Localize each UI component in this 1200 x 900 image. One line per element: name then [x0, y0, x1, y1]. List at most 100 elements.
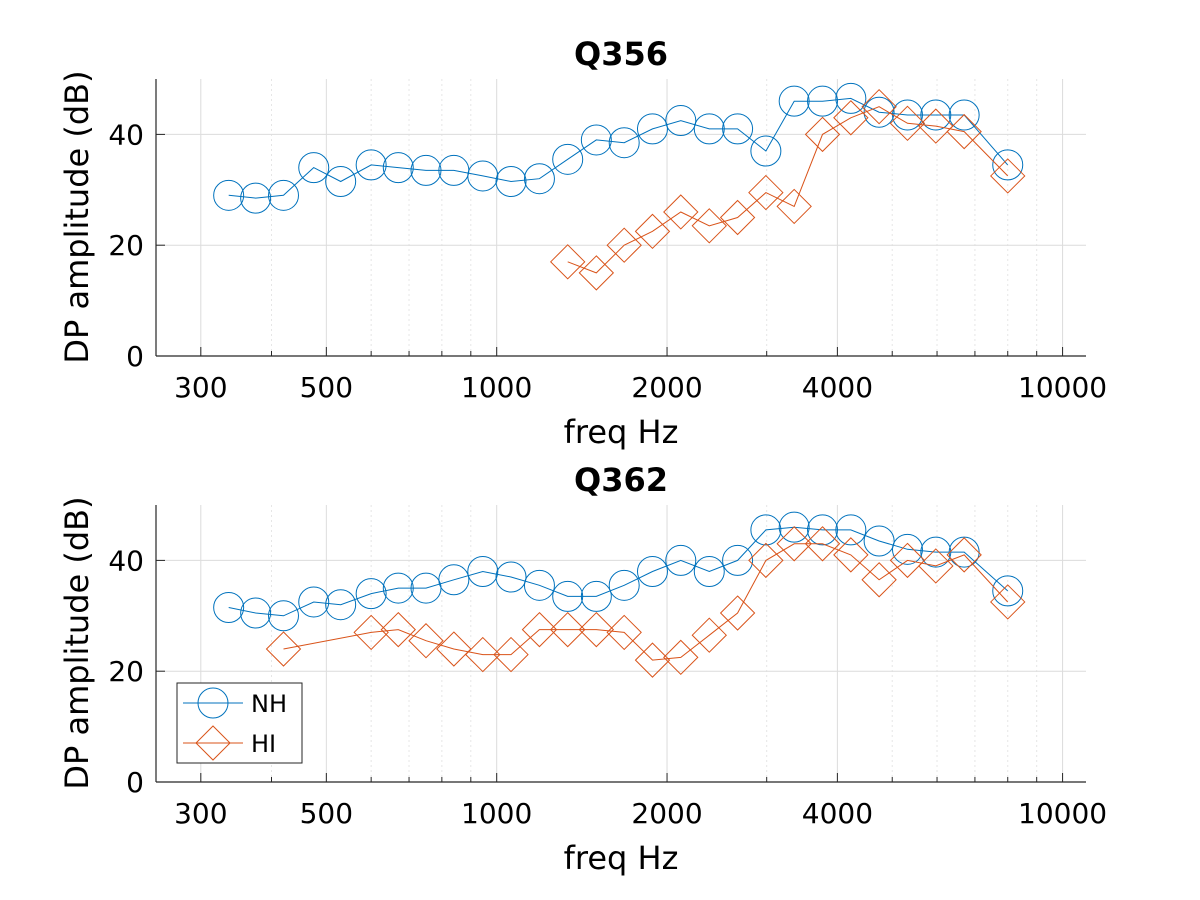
- data-point-nh: [608, 569, 640, 601]
- series-line: [283, 543, 1009, 661]
- data-point-hi: [380, 611, 416, 648]
- data-point-nh: [835, 514, 867, 546]
- data-point-hi: [990, 584, 1026, 620]
- data-point-hi: [578, 255, 615, 291]
- legend-marker-nh: [197, 687, 229, 719]
- data-point-hi: [776, 188, 812, 225]
- data-point-hi: [691, 208, 727, 244]
- data-point-hi: [748, 174, 784, 211]
- data-point-nh: [807, 85, 839, 117]
- data-point-nh: [325, 165, 357, 197]
- data-point-hi: [918, 108, 954, 144]
- legend-box: [176, 682, 303, 764]
- data-point-nh: [382, 572, 414, 604]
- data-point-nh: [410, 154, 442, 186]
- y-tick-label: 0: [126, 340, 144, 373]
- x-tick-label: 10000: [1018, 797, 1107, 830]
- data-point-hi: [833, 537, 869, 573]
- legend: NH HI: [176, 682, 303, 764]
- data-point-nh: [467, 555, 499, 587]
- data-point-hi: [861, 88, 897, 125]
- data-point-hi: [265, 631, 302, 667]
- x-tick-label: 2000: [631, 371, 702, 404]
- data-point-hi: [634, 213, 671, 250]
- data-point-hi: [719, 595, 756, 631]
- data-point-nh: [552, 143, 584, 175]
- data-point-hi: [804, 116, 841, 153]
- series-hi: [265, 526, 1026, 678]
- data-point-hi: [889, 542, 926, 579]
- y-tick-label: 0: [126, 766, 144, 799]
- x-axis-label: freq Hz: [564, 413, 679, 451]
- legend-label: NH: [251, 690, 287, 718]
- data-point-nh: [835, 82, 867, 114]
- series-line: [228, 97, 1009, 199]
- data-point-nh: [467, 160, 499, 192]
- data-point-nh: [382, 152, 414, 184]
- chart-title: Q356: [574, 35, 668, 73]
- data-point-hi: [691, 617, 727, 653]
- data-point-nh: [693, 113, 725, 145]
- data-point-hi: [748, 542, 784, 579]
- data-point-hi: [833, 100, 869, 136]
- data-point-nh: [992, 575, 1024, 607]
- data-point-nh: [948, 99, 980, 131]
- data-point-nh: [213, 179, 245, 211]
- data-point-nh: [580, 124, 612, 156]
- data-point-nh: [523, 163, 555, 195]
- data-point-nh: [298, 586, 330, 618]
- data-point-nh: [580, 580, 612, 612]
- data-point-hi: [353, 614, 389, 651]
- data-point-nh: [495, 561, 527, 593]
- x-tick-label: 300: [174, 797, 227, 830]
- data-point-hi: [663, 194, 699, 230]
- data-point-nh: [240, 597, 272, 629]
- x-tick-label: 4000: [802, 797, 873, 830]
- y-tick-label: 40: [108, 544, 144, 577]
- data-point-nh: [355, 578, 387, 610]
- data-point-nh: [240, 182, 272, 214]
- data-point-nh: [665, 544, 697, 576]
- y-axis-label: DP amplitude (dB): [58, 70, 96, 363]
- chart-title: Q362: [574, 461, 668, 499]
- data-point-nh: [992, 149, 1024, 181]
- data-point-nh: [863, 525, 895, 557]
- legend-label: HI: [251, 730, 276, 758]
- data-point-nh: [636, 113, 668, 145]
- axes: [155, 79, 1086, 357]
- data-point-nh: [948, 536, 980, 568]
- y-tick-label: 20: [108, 655, 144, 688]
- series-hi: [549, 88, 1026, 291]
- data-point-nh: [495, 165, 527, 197]
- plot-area: [156, 79, 1086, 356]
- x-tick-label: 1000: [461, 797, 532, 830]
- x-tick-label: 2000: [631, 797, 702, 830]
- data-point-hi: [990, 158, 1026, 194]
- data-point-nh: [213, 591, 245, 623]
- chart-q362: Q362 freq Hz DP amplitude (dB) 300 500 100…: [58, 461, 1107, 877]
- data-point-hi: [663, 639, 699, 676]
- data-point-nh: [438, 564, 470, 596]
- data-point-hi: [861, 562, 897, 598]
- data-point-nh: [891, 533, 923, 565]
- data-point-nh: [750, 514, 782, 546]
- x-tick-label: 500: [300, 371, 353, 404]
- data-point-hi: [918, 548, 954, 584]
- data-point-nh: [552, 580, 584, 612]
- x-tick-label: 500: [300, 797, 353, 830]
- x-tick-label: 4000: [802, 371, 873, 404]
- x-tick-label: 10000: [1018, 371, 1107, 404]
- data-point-hi: [521, 611, 558, 648]
- data-point-nh: [636, 555, 668, 587]
- data-point-nh: [920, 99, 952, 131]
- y-tick-label: 40: [108, 118, 144, 151]
- data-point-hi: [493, 636, 529, 673]
- data-point-nh: [523, 569, 555, 601]
- data-point-hi: [946, 113, 982, 150]
- data-point-hi: [578, 611, 615, 648]
- data-point-nh: [920, 536, 952, 568]
- data-point-hi: [719, 199, 756, 236]
- data-point-hi: [804, 526, 841, 562]
- data-point-nh: [355, 149, 387, 181]
- data-point-nh: [325, 589, 357, 621]
